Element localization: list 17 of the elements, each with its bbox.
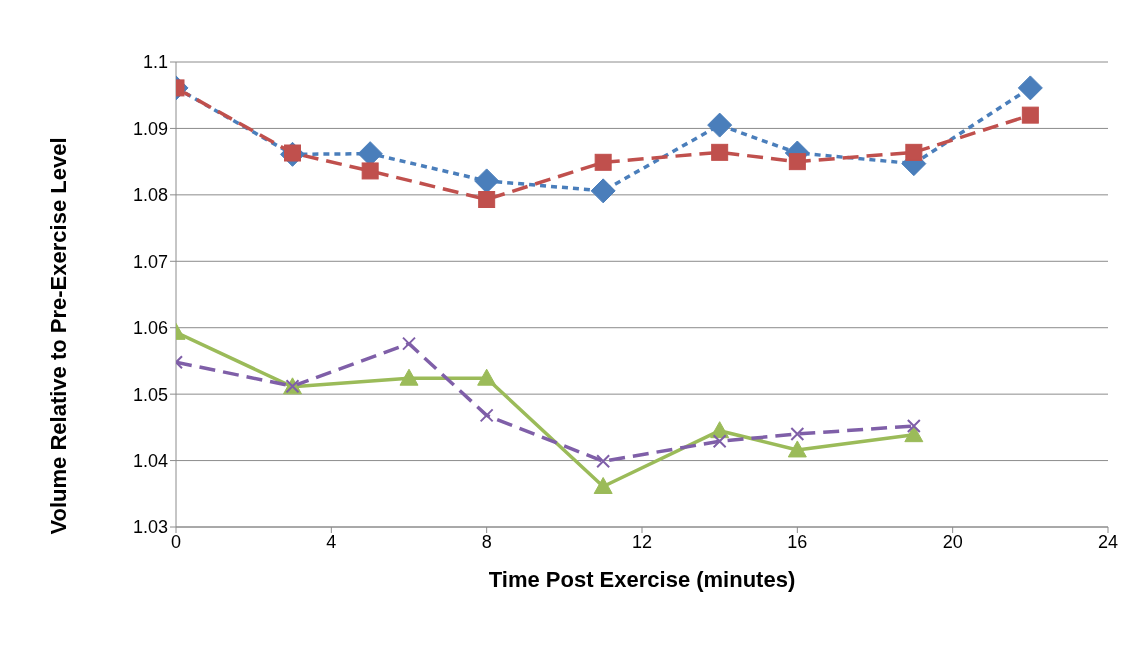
x-tick-label: 20	[942, 531, 963, 552]
y-tick-label: 1.07	[132, 251, 168, 272]
y-tick-label: 1.1	[142, 52, 168, 73]
x-tick-label: 8	[481, 531, 492, 552]
x-tick-label: 4	[326, 531, 337, 552]
y-tick-label: 1.08	[132, 185, 168, 206]
x-tick-label: 12	[631, 531, 653, 552]
x-axis-title: Time Post Exercise (minutes)	[488, 567, 796, 592]
y-tick-label: 1.09	[132, 118, 168, 139]
x-tick-label: 16	[787, 531, 808, 552]
y-tick-label: 1.06	[132, 318, 168, 339]
y-tick-label: 1.03	[132, 517, 168, 538]
x-tick-label: 24	[1097, 531, 1119, 552]
y-axis-title: Volume Relative to Pre-Exercise Level	[45, 137, 71, 535]
x-tick-label: 0	[170, 531, 182, 552]
y-tick-label: 1.05	[132, 384, 168, 405]
y-tick-label: 1.04	[132, 450, 168, 471]
